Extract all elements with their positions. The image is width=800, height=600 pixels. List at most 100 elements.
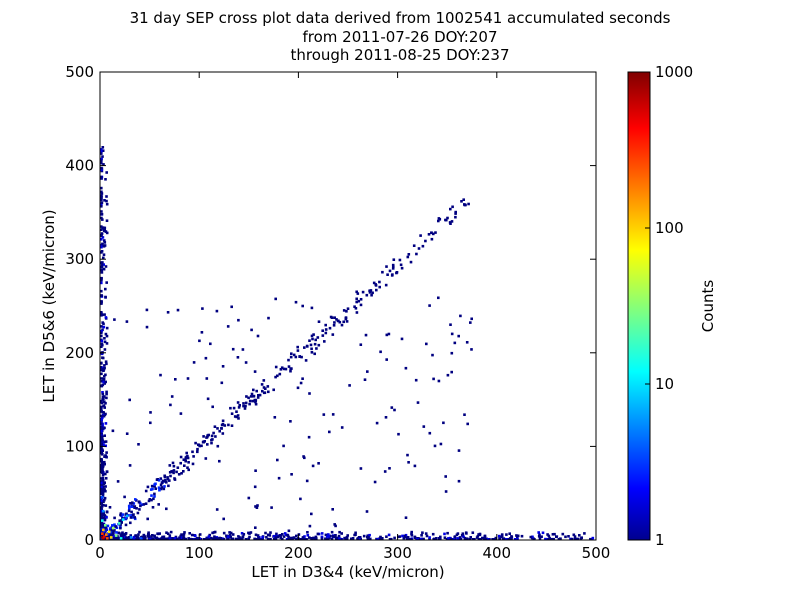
diagonal-band-event xyxy=(255,389,258,393)
x-axis-band-event xyxy=(244,538,248,540)
y-axis-band-event xyxy=(104,316,108,319)
scattered-event xyxy=(328,430,331,434)
y-axis-band-event xyxy=(100,430,103,433)
diagonal-band-event xyxy=(361,290,365,294)
x-axis-band-event xyxy=(187,537,190,540)
diagonal-band-event xyxy=(102,533,106,537)
y-axis-band-event xyxy=(100,186,103,190)
scattered-event xyxy=(218,459,221,463)
scattered-event xyxy=(303,456,306,460)
diagonal-band-event xyxy=(202,435,205,438)
y-axis-band-event xyxy=(103,239,106,242)
scattered-event xyxy=(317,320,321,323)
dense-core-point xyxy=(101,495,104,499)
y-axis-band-event xyxy=(102,500,105,503)
x-axis-band-event xyxy=(213,530,217,534)
x-axis: 0 100 200 300 400 500 xyxy=(95,72,610,562)
diagonal-band-event xyxy=(384,283,388,287)
scattered-event xyxy=(442,421,445,425)
y-axis-band-event xyxy=(104,485,107,488)
y-axis-band-event xyxy=(100,271,104,274)
y-tick-label: 300 xyxy=(65,250,94,268)
scattered-event xyxy=(159,373,162,377)
scattered-event xyxy=(270,506,273,509)
plot-frame xyxy=(99,71,597,541)
x-axis-band-event xyxy=(456,532,460,535)
diagonal-band-event xyxy=(243,407,247,410)
y-axis-band-event xyxy=(100,198,103,202)
y-axis-band-event xyxy=(105,451,108,454)
x-axis-band-event xyxy=(195,536,199,540)
scattered-event xyxy=(453,341,457,345)
diagonal-band-event xyxy=(196,447,199,451)
scattered-event xyxy=(170,395,174,398)
diagonal-band-event xyxy=(100,528,102,531)
diagonal-band-event xyxy=(172,471,175,475)
x-axis-band-event xyxy=(327,535,330,538)
x-axis-band-event xyxy=(155,536,158,540)
diagonal-band-event xyxy=(371,291,374,295)
x-axis-band-event xyxy=(421,531,424,534)
dense-core-point xyxy=(106,537,109,540)
x-axis-band-event xyxy=(183,531,186,534)
diagonal-band-event xyxy=(197,443,201,447)
y-axis-band-event xyxy=(105,281,108,284)
x-axis-band-event xyxy=(573,535,577,538)
diagonal-band-event xyxy=(119,512,123,515)
y-axis-band-event xyxy=(100,166,103,170)
x-axis-band-event xyxy=(127,536,131,539)
y-axis-band-event xyxy=(100,192,104,195)
scattered-event xyxy=(123,495,126,499)
x-axis-band-event xyxy=(443,536,447,539)
y-axis-band-event xyxy=(100,457,103,461)
x-tick-label: 0 xyxy=(95,544,105,562)
y-axis-band-event xyxy=(104,287,107,291)
scattered-event xyxy=(244,404,247,408)
y-axis-band-event xyxy=(103,366,106,370)
scattered-event xyxy=(384,416,388,419)
diagonal-band-event xyxy=(294,355,298,359)
diagonal-band-event xyxy=(172,464,176,468)
y-axis-band-event xyxy=(100,265,104,269)
scattered-event xyxy=(463,413,466,416)
diagonal-band-event xyxy=(221,432,225,435)
diagonal-band-event xyxy=(152,497,155,501)
scattered-event xyxy=(149,411,152,414)
scattered-event xyxy=(397,432,400,436)
diagonal-band-event xyxy=(216,427,219,430)
diagonal-band-event xyxy=(329,315,333,319)
y-axis-band-event xyxy=(101,366,105,370)
x-axis-band-event xyxy=(206,536,210,540)
x-axis-band-event xyxy=(204,538,207,540)
colorbar-tick-label: 1 xyxy=(655,531,665,549)
diagonal-band-event xyxy=(160,486,164,489)
colorbar-tick-label: 10 xyxy=(655,375,674,393)
scattered-event xyxy=(170,470,174,473)
y-axis-band-event xyxy=(101,236,105,239)
scattered-event xyxy=(241,348,245,351)
scattered-event xyxy=(385,333,389,337)
scattered-event xyxy=(209,342,212,346)
x-axis-band-event xyxy=(498,537,501,540)
scattered-event xyxy=(469,321,472,324)
diagonal-band-event xyxy=(132,513,135,516)
diagonal-band-event xyxy=(100,531,102,534)
x-axis-band-event xyxy=(445,538,449,540)
scattered-event xyxy=(253,370,257,373)
diagonal-band-event xyxy=(290,352,293,355)
diagonal-band-event xyxy=(368,291,372,294)
x-axis-band-event xyxy=(222,537,226,540)
scattered-event xyxy=(363,378,367,381)
y-axis-band-event xyxy=(101,422,104,426)
diagonal-band-event xyxy=(210,438,213,442)
x-axis-band-event xyxy=(111,532,115,535)
diagonal-band-event xyxy=(232,406,236,410)
diagonal-band-event xyxy=(333,316,336,319)
scattered-event xyxy=(301,304,304,308)
y-axis-band-event xyxy=(102,267,106,271)
x-axis-band-event xyxy=(520,534,524,538)
scattered-event xyxy=(299,497,302,501)
scattered-event xyxy=(169,403,172,407)
diagonal-band-event xyxy=(300,355,303,359)
diagonal-band-event xyxy=(157,486,161,489)
